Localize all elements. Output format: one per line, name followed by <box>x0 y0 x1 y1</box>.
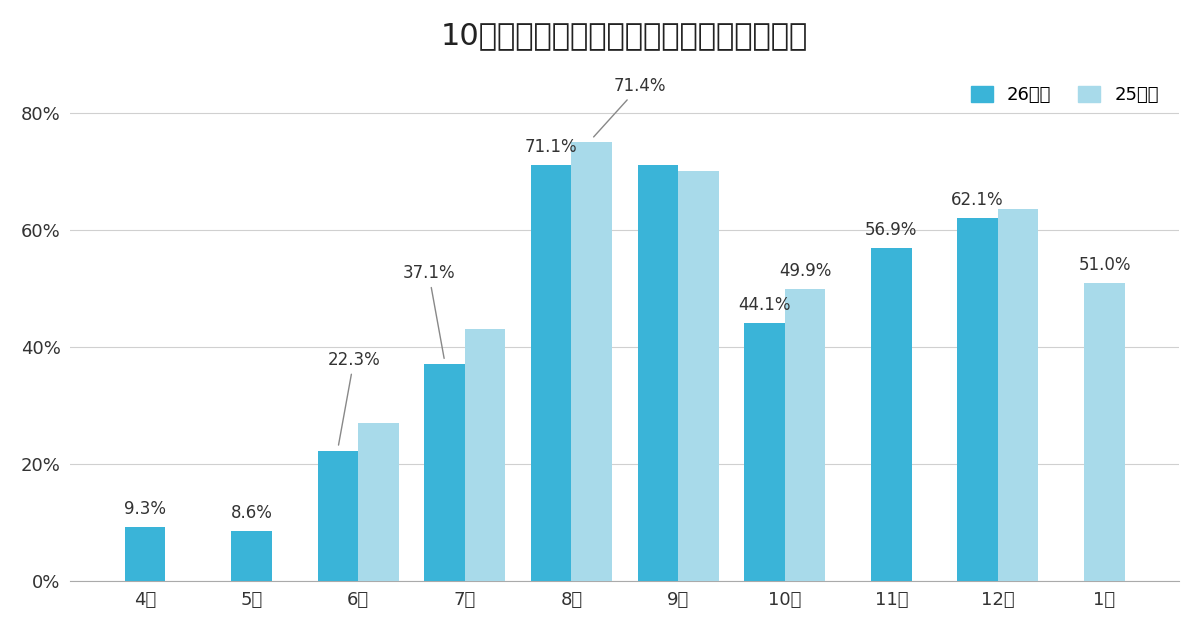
Legend: 26年卒, 25年卒: 26年卒, 25年卒 <box>971 86 1159 104</box>
Bar <box>425 364 464 581</box>
Text: 44.1%: 44.1% <box>738 296 791 314</box>
Bar <box>125 527 166 581</box>
Bar <box>637 165 678 581</box>
Text: 49.9%: 49.9% <box>779 262 832 280</box>
Text: 37.1%: 37.1% <box>402 264 455 358</box>
Text: 62.1%: 62.1% <box>952 191 1004 209</box>
Bar <box>871 248 912 581</box>
Title: 10月のインターンシップ・仕事体験参加率: 10月のインターンシップ・仕事体験参加率 <box>442 21 809 50</box>
Bar <box>958 217 998 581</box>
Bar <box>530 165 571 581</box>
Text: 8.6%: 8.6% <box>230 504 272 522</box>
Bar <box>359 423 398 581</box>
Bar <box>744 323 785 581</box>
Bar <box>571 142 612 581</box>
Bar <box>785 289 826 581</box>
Text: 9.3%: 9.3% <box>124 500 166 518</box>
Bar <box>1085 283 1124 581</box>
Text: 56.9%: 56.9% <box>865 221 918 239</box>
Bar <box>318 450 359 581</box>
Text: 71.1%: 71.1% <box>524 138 577 156</box>
Bar <box>464 329 505 581</box>
Text: 51.0%: 51.0% <box>1079 256 1130 274</box>
Bar <box>232 531 272 581</box>
Bar <box>998 209 1038 581</box>
Text: 71.4%: 71.4% <box>594 77 666 137</box>
Bar <box>678 171 719 581</box>
Text: 22.3%: 22.3% <box>328 351 380 445</box>
